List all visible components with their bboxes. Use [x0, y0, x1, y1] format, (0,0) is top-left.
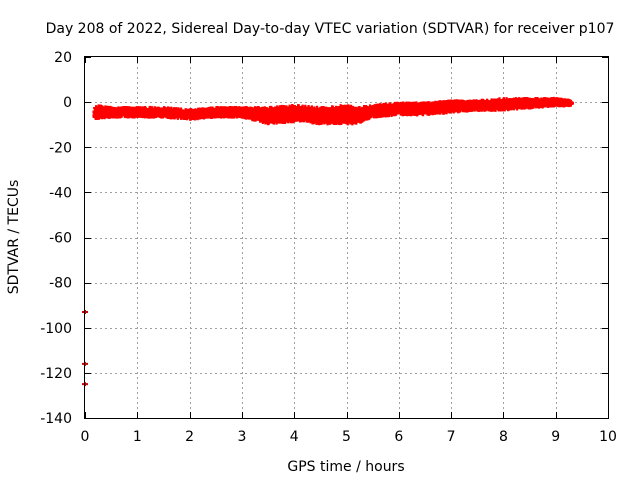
x-tick-label: 10 [599, 429, 617, 445]
plot-frame [84, 56, 609, 419]
y-tick-label: -120 [40, 366, 72, 382]
y-tick-label: -100 [40, 321, 72, 337]
grid-layer [85, 57, 608, 418]
x-axis-label: GPS time / hours [287, 459, 404, 475]
x-tick-label: 7 [447, 429, 456, 445]
y-tick-label: -80 [49, 276, 72, 292]
x-tick-label: 5 [342, 429, 351, 445]
data-layer [82, 96, 574, 387]
y-axis-label: SDTVAR / TECUs [6, 180, 22, 295]
y-tick-label: -140 [40, 411, 72, 427]
x-tick-label: 4 [290, 429, 299, 445]
x-tick-label: 2 [185, 429, 194, 445]
x-tick-label: 8 [499, 429, 508, 445]
x-tick-label: 1 [133, 429, 142, 445]
x-tick-label: 9 [551, 429, 560, 445]
y-tick-label: 20 [54, 50, 72, 66]
chart-title: Day 208 of 2022, Sidereal Day-to-day VTE… [46, 21, 615, 37]
y-tick-label: 0 [63, 95, 72, 111]
x-tick-label: 0 [81, 429, 90, 445]
y-tick-label: -60 [49, 231, 72, 247]
axis-layer: 0 1 2 3 4 5 6 7 8 9 10 20 0 -20 -40 -60 -80 -100 -120 -140 [40, 50, 617, 445]
y-tick-label: -40 [49, 185, 72, 201]
x-tick-label: 3 [237, 429, 246, 445]
x-tick-label: 6 [394, 429, 403, 445]
data-point [567, 99, 574, 106]
y-tick-label: -20 [49, 140, 72, 156]
